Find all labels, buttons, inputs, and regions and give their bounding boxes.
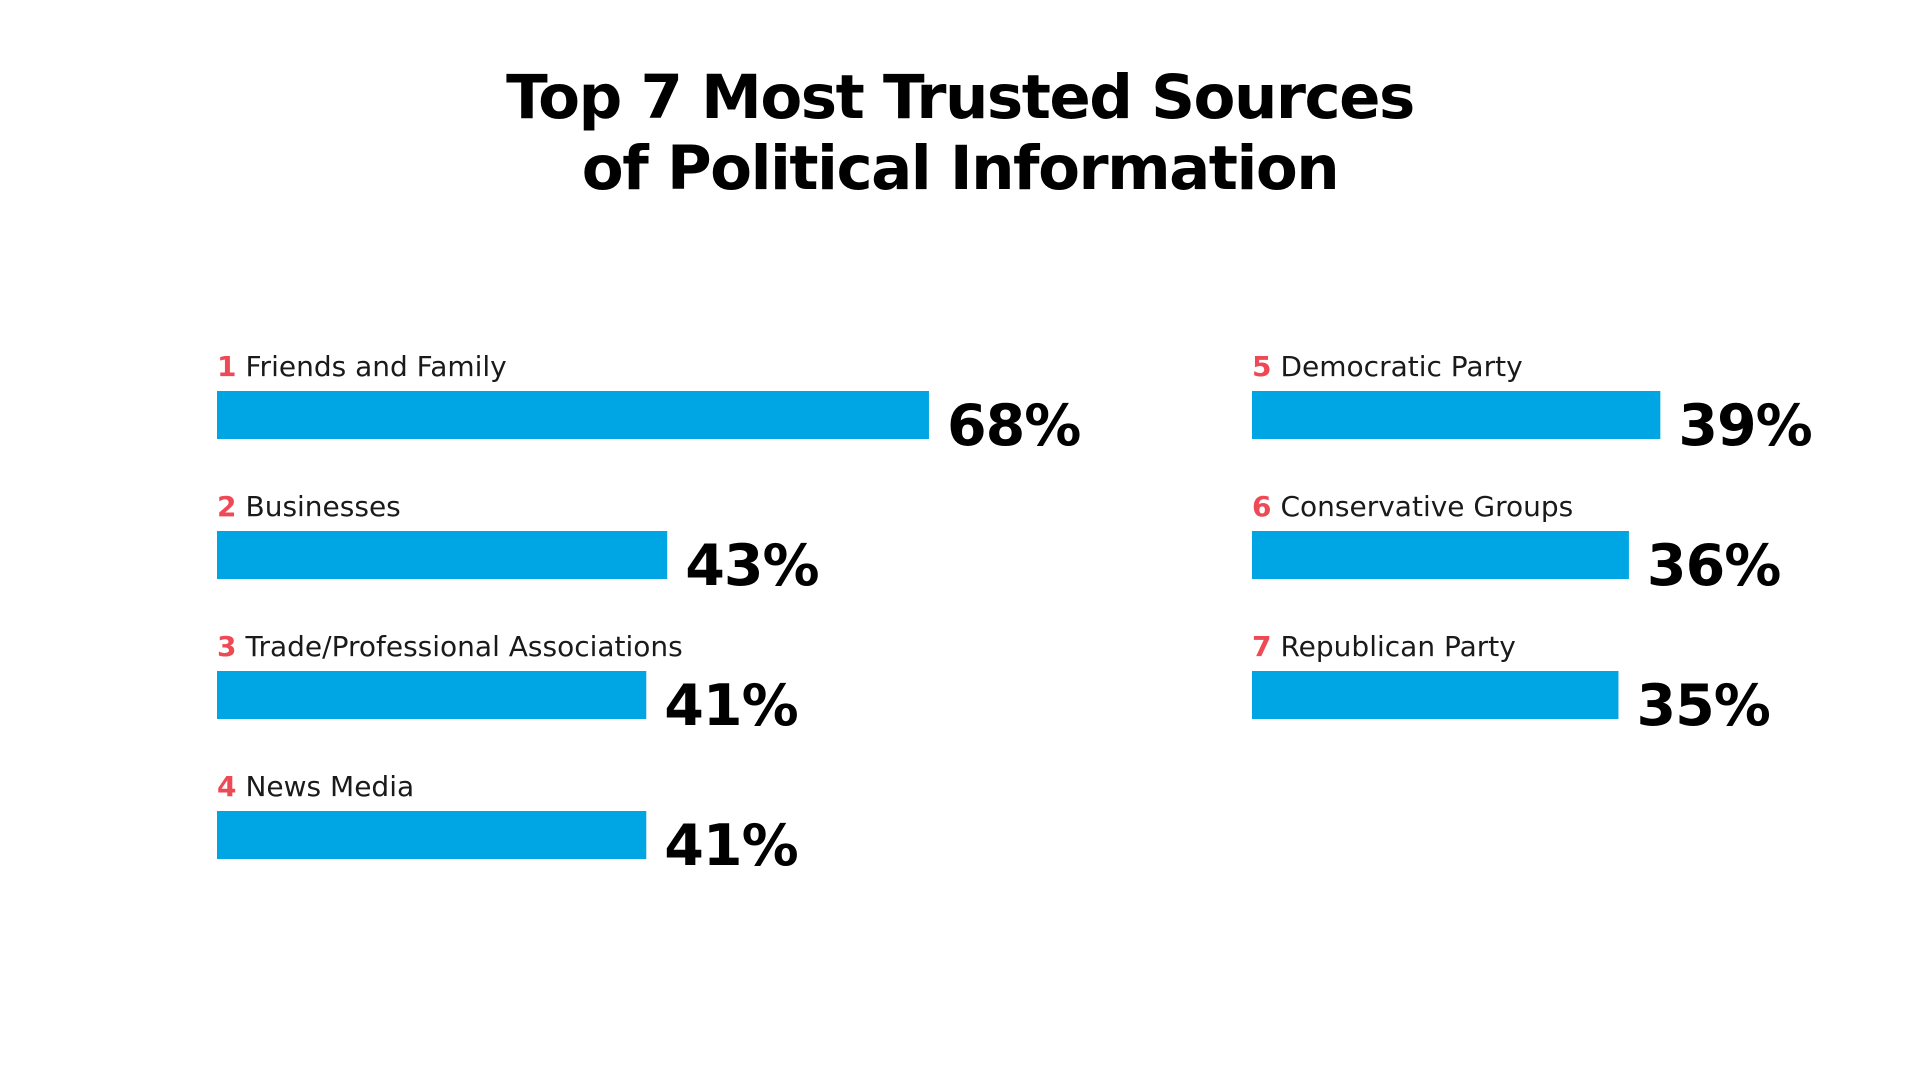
value-label: 35%: [1636, 673, 1769, 739]
category-name: Businesses: [245, 490, 400, 523]
rank-number: 7: [1252, 630, 1271, 663]
value-label: 68%: [947, 393, 1080, 459]
value-label: 41%: [664, 813, 797, 879]
chart-title: Top 7 Most Trusted Sources of Political …: [0, 62, 1920, 204]
category-label: 2 Businesses: [217, 490, 401, 523]
rank-number: 2: [217, 490, 236, 523]
bar: [217, 671, 647, 719]
category-label: 4 News Media: [217, 770, 414, 803]
category-name: Democratic Party: [1280, 350, 1522, 383]
category-name: Friends and Family: [245, 350, 506, 383]
value-label: 41%: [664, 673, 797, 739]
category-name: Trade/Professional Associations: [244, 630, 682, 663]
rank-number: 1: [217, 350, 236, 383]
category-name: Conservative Groups: [1280, 490, 1573, 523]
value-label: 43%: [685, 533, 818, 599]
bar: [1252, 391, 1661, 439]
bar: [1252, 671, 1619, 719]
bar: [217, 811, 647, 859]
value-label: 39%: [1678, 393, 1811, 459]
category-label: 3 Trade/Professional Associations: [217, 630, 683, 663]
category-name: News Media: [245, 770, 414, 803]
bar: [217, 531, 668, 579]
chart-title-line-2: of Political Information: [581, 133, 1340, 204]
category-label: 5 Democratic Party: [1252, 350, 1523, 383]
category-label: 6 Conservative Groups: [1252, 490, 1573, 523]
chart-title-line-1: Top 7 Most Trusted Sources: [506, 62, 1415, 133]
rank-number: 3: [217, 630, 236, 663]
category-label: 7 Republican Party: [1252, 630, 1516, 663]
rank-number: 4: [217, 770, 236, 803]
rank-number: 5: [1252, 350, 1271, 383]
rank-number: 6: [1252, 490, 1271, 523]
bar: [217, 391, 929, 439]
value-label: 36%: [1647, 533, 1780, 599]
bar: [1252, 531, 1629, 579]
category-label: 1 Friends and Family: [217, 350, 507, 383]
category-name: Republican Party: [1280, 630, 1515, 663]
